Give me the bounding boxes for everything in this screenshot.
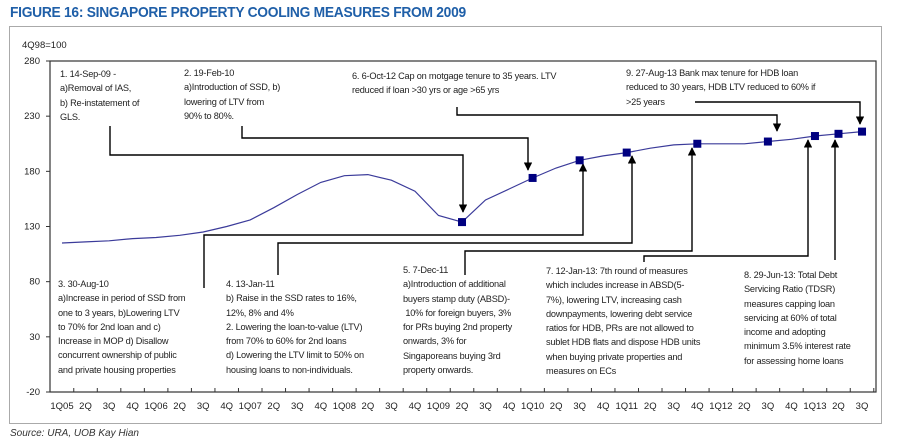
series-line — [61, 131, 863, 244]
connector-3 — [203, 163, 588, 288]
x-tick-label: 4Q — [503, 401, 516, 412]
data-point-marker — [458, 218, 467, 227]
y-tick-label: 80 — [29, 277, 40, 288]
x-tick-label: 3Q — [103, 401, 116, 412]
y-tick-label: 230 — [24, 111, 40, 122]
x-tick-label: 2Q — [738, 401, 751, 412]
data-point-marker — [834, 129, 843, 138]
x-tick-label: 2Q — [267, 401, 280, 412]
connector-2 — [241, 126, 533, 171]
annotation-5: 5. 7-Dec-11 a)Introduction of additional… — [403, 265, 512, 376]
connector-6 — [456, 107, 782, 132]
x-tick-label: 4Q — [220, 401, 233, 412]
data-point-marker — [810, 132, 819, 141]
x-tick-label: 3Q — [667, 401, 680, 412]
y-tick-label: -20 — [26, 387, 40, 398]
figure-title: FIGURE 16: SINGAPORE PROPERTY COOLING ME… — [10, 4, 466, 21]
data-point-marker — [858, 127, 867, 136]
x-tick-label: 1Q08 — [333, 401, 356, 412]
data-point-marker — [763, 137, 772, 146]
annotation-8: 8. 29-Jun-13: Total Debt Servicing Ratio… — [744, 270, 851, 366]
x-tick-label: 1Q10 — [521, 401, 544, 412]
data-point-marker — [622, 148, 631, 157]
annotation-7: 7. 12-Jan-13: 7th round of measures whic… — [546, 266, 701, 377]
y-tick-label: 280 — [24, 56, 40, 67]
annotation-2: 2. 19-Feb-10 a)Introduction of SSD, b) l… — [184, 68, 281, 121]
x-tick-label: 2Q — [79, 401, 92, 412]
annotation-9: 9. 27-Aug-13 Bank max tenure for HDB loa… — [626, 68, 816, 107]
x-tick-label: 1Q06 — [144, 401, 167, 412]
connector-7 — [643, 139, 813, 262]
connector-9 — [695, 101, 865, 125]
data-point-marker — [693, 139, 702, 148]
x-tick-label: 3Q — [479, 401, 492, 412]
connector-4 — [277, 155, 637, 275]
x-tick-label: 2Q — [644, 401, 657, 412]
chart-frame — [9, 26, 882, 424]
x-tick-label: 4Q — [314, 401, 327, 412]
x-tick-label: 3Q — [856, 401, 869, 412]
x-tick-label: 1Q12 — [709, 401, 732, 412]
x-tick-label: 4Q — [691, 401, 704, 412]
x-tick-label: 1Q11 — [615, 401, 638, 412]
x-tick-label: 4Q — [126, 401, 139, 412]
annotation-1: 1. 14-Sep-09 - a)Removal of IAS, b) Re-i… — [60, 69, 140, 122]
x-tick-label: 2Q — [456, 401, 469, 412]
x-tick-label: 1Q13 — [803, 401, 826, 412]
x-tick-label: 4Q — [597, 401, 610, 412]
x-tick-label: 1Q05 — [50, 401, 73, 412]
x-tick-label: 3Q — [573, 401, 586, 412]
connector-1 — [109, 126, 468, 213]
x-tick-label: 2Q — [550, 401, 563, 412]
y-axis-unit: 4Q98=100 — [22, 40, 67, 51]
x-tick-label: 1Q07 — [239, 401, 262, 412]
source-note: Source: URA, UOB Kay Hian — [10, 428, 139, 439]
y-tick-label: 130 — [24, 222, 40, 233]
y-tick-label: 30 — [29, 332, 40, 343]
y-tick-label: 180 — [24, 166, 40, 177]
x-tick-label: 3Q — [762, 401, 775, 412]
x-tick-label: 3Q — [385, 401, 398, 412]
x-tick-label: 2Q — [362, 401, 375, 412]
data-point-marker — [528, 173, 537, 182]
x-tick-label: 1Q09 — [427, 401, 450, 412]
x-tick-label: 2Q — [832, 401, 845, 412]
connector-5 — [464, 147, 697, 275]
data-point-marker — [575, 156, 584, 165]
x-tick-label: 3Q — [291, 401, 304, 412]
annotation-6: 6. 6-Oct-12 Cap on motgage tenure to 35 … — [352, 71, 557, 96]
x-tick-label: 4Q — [409, 401, 422, 412]
x-tick-label: 2Q — [173, 401, 186, 412]
x-tick-label: 3Q — [197, 401, 210, 412]
annotation-3: 3. 30-Aug-10 a)Increase in period of SSD… — [58, 279, 186, 375]
annotation-4: 4. 13-Jan-11 b) Raise in the SSD rates t… — [226, 279, 364, 375]
x-tick-label: 4Q — [785, 401, 798, 412]
